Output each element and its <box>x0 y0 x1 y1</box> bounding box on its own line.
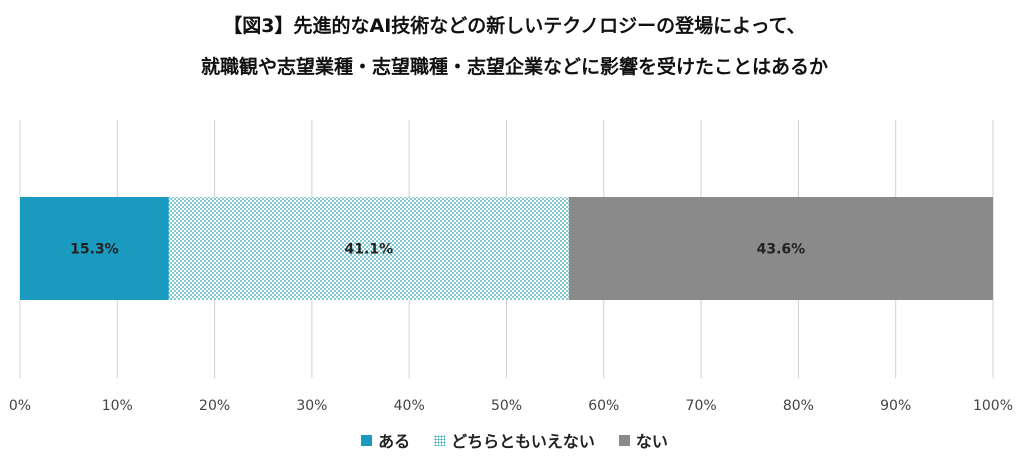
bar-segment-1 <box>20 197 169 300</box>
x-tick-label: 30% <box>296 398 327 414</box>
legend-label: ない <box>635 432 668 451</box>
legend-item: どちらともいえない <box>434 428 595 452</box>
x-tick-label: 90% <box>880 398 911 414</box>
legend-swatch <box>434 434 446 446</box>
x-tick-label: 70% <box>686 398 717 414</box>
legend-label: ある <box>378 432 411 451</box>
chart-title: 【図3】先進的なAI技術などの新しいテクノロジーの登場によって、 <box>223 15 806 37</box>
data-label: 43.6% <box>757 242 806 258</box>
chart-subtitle: 就職観や志望業種・志望職種・志望企業などに影響を受けたことはあるか <box>200 56 828 78</box>
legend-swatch <box>618 434 630 446</box>
x-tick-label: 10% <box>102 398 133 414</box>
x-tick-label: 40% <box>394 398 425 414</box>
legend-label: どちらともいえない <box>451 432 595 451</box>
x-tick-label: 20% <box>199 398 230 414</box>
bar-segment-2 <box>168 197 569 300</box>
x-tick-label: 0% <box>9 398 31 414</box>
chart-legend: ある どちらともいえない ない <box>0 428 1029 452</box>
x-tick-label: 60% <box>588 398 619 414</box>
x-tick-label: 50% <box>491 398 522 414</box>
legend-swatch <box>361 434 373 446</box>
legend-item: ある <box>361 428 410 452</box>
x-tick-label: 80% <box>783 398 814 414</box>
bar-segment-3 <box>568 197 993 300</box>
legend-item: ない <box>618 428 668 452</box>
data-label: 41.1% <box>345 242 394 258</box>
x-tick-label: 100% <box>973 398 1013 414</box>
data-label: 15.3% <box>70 242 119 258</box>
stacked-bar-chart: 15.3% 41.1% 43.6% 0% 10% 20% 30% 40% 50% 60% 70% 8… <box>9 120 1013 414</box>
